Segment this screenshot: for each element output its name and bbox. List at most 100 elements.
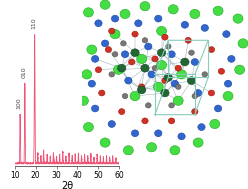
- Circle shape: [88, 80, 95, 87]
- Circle shape: [152, 56, 158, 62]
- Circle shape: [228, 56, 235, 62]
- Circle shape: [169, 103, 174, 108]
- Circle shape: [178, 133, 185, 140]
- Circle shape: [121, 51, 129, 58]
- Circle shape: [131, 49, 139, 57]
- Circle shape: [140, 2, 150, 11]
- Text: 110: 110: [31, 18, 36, 29]
- Circle shape: [82, 70, 92, 79]
- Circle shape: [235, 65, 245, 74]
- Circle shape: [147, 143, 157, 152]
- Circle shape: [170, 146, 180, 155]
- Circle shape: [121, 41, 126, 46]
- Circle shape: [190, 9, 200, 19]
- Circle shape: [119, 109, 125, 115]
- Circle shape: [135, 20, 142, 27]
- Circle shape: [108, 121, 115, 127]
- Circle shape: [157, 49, 166, 57]
- Circle shape: [164, 74, 172, 81]
- Circle shape: [223, 91, 233, 101]
- Circle shape: [100, 138, 110, 147]
- Circle shape: [123, 146, 133, 155]
- Circle shape: [194, 90, 202, 96]
- Circle shape: [210, 119, 220, 129]
- Circle shape: [142, 118, 148, 124]
- Circle shape: [113, 65, 123, 74]
- Text: 100: 100: [17, 98, 22, 109]
- Circle shape: [84, 122, 93, 132]
- Circle shape: [155, 130, 162, 137]
- Circle shape: [187, 77, 196, 84]
- Circle shape: [109, 72, 115, 77]
- Circle shape: [130, 91, 140, 101]
- Circle shape: [181, 58, 189, 66]
- Circle shape: [238, 39, 248, 48]
- Circle shape: [95, 20, 102, 27]
- Circle shape: [202, 72, 208, 77]
- Circle shape: [109, 28, 115, 34]
- Circle shape: [95, 67, 102, 73]
- Circle shape: [173, 96, 183, 105]
- Circle shape: [181, 21, 188, 28]
- Circle shape: [168, 5, 178, 14]
- Circle shape: [208, 47, 215, 53]
- Circle shape: [157, 26, 167, 36]
- Circle shape: [161, 89, 169, 97]
- Circle shape: [192, 109, 198, 115]
- Circle shape: [92, 56, 99, 62]
- Circle shape: [198, 124, 205, 130]
- Circle shape: [128, 59, 135, 65]
- Circle shape: [101, 40, 109, 47]
- Circle shape: [168, 51, 175, 58]
- Circle shape: [120, 9, 130, 19]
- Circle shape: [218, 68, 225, 74]
- Circle shape: [87, 45, 97, 54]
- Circle shape: [99, 90, 105, 96]
- Circle shape: [100, 0, 110, 9]
- Circle shape: [157, 60, 167, 70]
- Circle shape: [192, 93, 198, 99]
- Circle shape: [224, 80, 232, 87]
- Circle shape: [175, 84, 181, 89]
- Circle shape: [168, 118, 175, 124]
- Circle shape: [148, 71, 155, 78]
- Circle shape: [142, 38, 148, 43]
- Circle shape: [131, 130, 139, 137]
- Circle shape: [193, 138, 203, 147]
- Circle shape: [137, 54, 147, 64]
- Circle shape: [213, 6, 223, 15]
- Circle shape: [191, 59, 198, 65]
- Circle shape: [177, 70, 186, 79]
- Circle shape: [208, 90, 215, 96]
- Circle shape: [84, 8, 93, 17]
- Circle shape: [146, 103, 151, 108]
- Circle shape: [223, 31, 230, 37]
- Text: 010: 010: [21, 67, 26, 78]
- Circle shape: [132, 31, 138, 37]
- Circle shape: [162, 34, 168, 40]
- Circle shape: [92, 105, 99, 112]
- Circle shape: [185, 37, 191, 43]
- Circle shape: [215, 105, 222, 112]
- Circle shape: [141, 64, 149, 72]
- Circle shape: [165, 44, 171, 49]
- Circle shape: [175, 65, 181, 71]
- Circle shape: [122, 93, 128, 99]
- Circle shape: [153, 82, 163, 91]
- Circle shape: [201, 25, 209, 31]
- X-axis label: 2θ: 2θ: [61, 181, 73, 189]
- Circle shape: [125, 77, 132, 84]
- Circle shape: [138, 84, 145, 90]
- Circle shape: [111, 15, 119, 22]
- Circle shape: [189, 50, 194, 55]
- Circle shape: [145, 43, 152, 50]
- Circle shape: [162, 78, 168, 84]
- Circle shape: [110, 29, 120, 39]
- Circle shape: [112, 52, 118, 57]
- Circle shape: [155, 15, 162, 22]
- Circle shape: [79, 96, 89, 105]
- Circle shape: [152, 66, 158, 71]
- Circle shape: [105, 47, 112, 53]
- Circle shape: [137, 86, 146, 94]
- Circle shape: [171, 80, 179, 87]
